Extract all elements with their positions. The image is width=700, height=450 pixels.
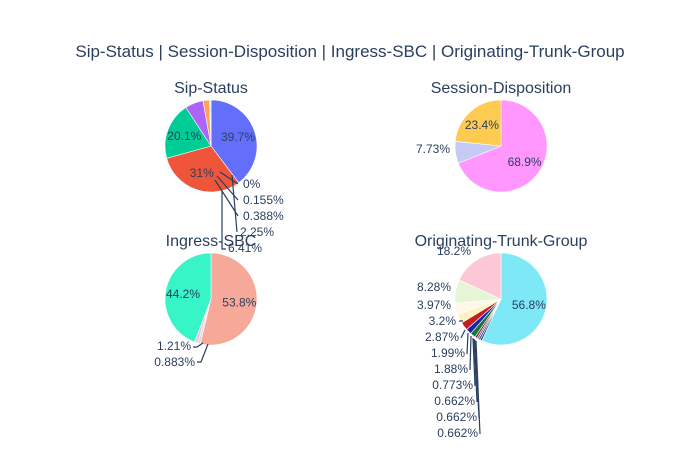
slice-label: 44.2% [166, 287, 200, 301]
pie-chart-3: 53.8% 44.2% 0.883% 1.21% Ingress-SBC [154, 233, 258, 369]
pie-slices [164, 99, 258, 193]
pie-slice [210, 99, 258, 184]
slice-label: 18.2% [437, 244, 471, 258]
pie-title: Session-Disposition [431, 80, 572, 97]
slice-label: 31% [190, 166, 214, 180]
slice-label: 0.662% [437, 426, 478, 440]
pie-slices [454, 99, 548, 193]
slice-label: 7.73% [416, 142, 450, 156]
leader-line [219, 171, 239, 185]
slice-label: 1.99% [431, 346, 465, 360]
leader-line [460, 329, 466, 339]
figure-title: Sip-Status | Session-Disposition | Ingre… [75, 42, 624, 61]
slice-label: 2.87% [425, 330, 459, 344]
pie-title: Originating-Trunk-Group [415, 233, 588, 250]
slice-label: 23.4% [465, 118, 499, 132]
slice-label: 2.25% [240, 225, 274, 239]
slice-label: 0% [243, 177, 261, 191]
slice-label: 6.41% [228, 241, 262, 255]
pie-slices [164, 252, 258, 346]
pie-slice [481, 252, 548, 346]
pie-chart-4: 56.8% 0.662% 0.662% 0.662% 0.773% 1.88% 1.99% 2… [415, 233, 588, 440]
pie-slices [454, 252, 548, 346]
leader-line [473, 338, 478, 403]
pie-slice [458, 252, 502, 300]
pie-chart-2: 68.9% 23.4% 7.73% Session-Disposition [416, 80, 572, 193]
leader-line [474, 339, 480, 419]
leader-line [216, 175, 239, 201]
leader-line [231, 174, 238, 233]
leader-line [193, 342, 204, 348]
leader-line [197, 343, 209, 363]
slice-label: 0.388% [243, 209, 284, 223]
pie-slice [454, 99, 502, 147]
slice-label: 53.8% [222, 295, 256, 309]
slice-label: 0.662% [434, 394, 475, 408]
slice-label: 0.883% [154, 355, 195, 369]
slice-label: 1.21% [157, 339, 191, 353]
pie-chart-1: 39.7% 31% 20.1% 6.41% 2.25% 0.388% 0.155% 0% Sip… [164, 80, 284, 255]
slice-label: 0.662% [436, 410, 477, 424]
leader-line [472, 337, 476, 387]
leader-line [221, 190, 226, 250]
pie-slice [164, 107, 212, 159]
pie-slice [164, 252, 212, 343]
slice-label: 1.88% [434, 362, 468, 376]
pie-slice [457, 99, 548, 193]
leader-line [214, 179, 239, 217]
leader-line [469, 335, 472, 371]
slice-label: 3.2% [429, 314, 457, 328]
slice-label: 0.155% [243, 193, 284, 207]
pie-title: Ingress-SBC [166, 233, 257, 250]
slice-label: 20.1% [167, 129, 201, 143]
slice-label: 56.8% [512, 298, 546, 312]
slice-label: 0.773% [432, 378, 473, 392]
pie-slice [199, 252, 258, 346]
pie-title: Sip-Status [174, 80, 248, 97]
slice-label: 68.9% [508, 155, 542, 169]
slice-label: 8.28% [417, 280, 451, 294]
leader-line [466, 332, 469, 355]
slice-label: 39.7% [221, 130, 255, 144]
slice-label: 3.97% [417, 298, 451, 312]
